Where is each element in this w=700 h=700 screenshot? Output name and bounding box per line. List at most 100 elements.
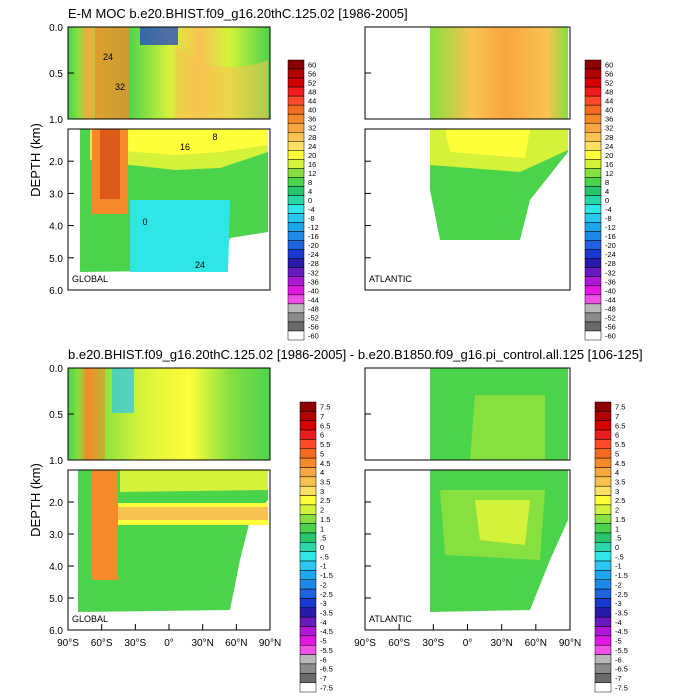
y-tick-label: 0.0 xyxy=(49,364,63,375)
colorbar-label: -3 xyxy=(615,599,622,608)
colorbar-swatch xyxy=(287,249,305,259)
colorbar-swatch xyxy=(584,132,602,142)
colorbar-label: -6.5 xyxy=(320,665,333,674)
colorbar-swatch xyxy=(299,626,317,637)
colorbar-swatch xyxy=(299,523,317,534)
y-tick-label: 6.0 xyxy=(49,626,63,637)
colorbar-label: 5 xyxy=(320,449,324,458)
colorbar-label: -4.5 xyxy=(320,627,333,636)
contour-label: 32 xyxy=(115,82,125,92)
colorbar-swatch xyxy=(594,457,612,468)
colorbar-label: -16 xyxy=(308,232,319,241)
x-tick-label: 60°S xyxy=(388,638,410,649)
colorbar-label: -52 xyxy=(605,313,616,322)
colorbar-swatch xyxy=(299,682,317,693)
colorbar-swatch xyxy=(594,626,612,637)
colorbar-label: 4 xyxy=(605,187,609,196)
y-tick-label: 3.0 xyxy=(49,189,63,200)
colorbar-swatch xyxy=(287,222,305,232)
colorbar-label: 12 xyxy=(605,169,613,178)
colorbar-label: 3 xyxy=(320,487,324,496)
contour-label: 24 xyxy=(103,52,113,62)
colorbar-label: -40 xyxy=(605,286,616,295)
colorbar-swatch xyxy=(594,654,612,665)
colorbar-swatch xyxy=(287,141,305,151)
colorbar-swatch xyxy=(287,303,305,314)
colorbar-swatch xyxy=(299,532,317,543)
colorbar-label: 24 xyxy=(308,142,316,151)
colorbar-swatch xyxy=(584,186,602,196)
colorbar-label: 1 xyxy=(615,524,619,533)
y-tick-label: 1.0 xyxy=(49,456,63,467)
colorbar-swatch xyxy=(287,285,305,296)
colorbar-label: -12 xyxy=(605,223,616,232)
colorbar-swatch xyxy=(584,258,602,268)
colorbar-label: -4.5 xyxy=(615,627,628,636)
colorbar-label: -5.5 xyxy=(320,646,333,655)
y-axis-label: DEPTH (km) xyxy=(28,123,43,197)
colorbar-label: 6.5 xyxy=(615,421,625,430)
y-tick-label: 0.0 xyxy=(49,23,63,34)
colorbar-swatch xyxy=(299,542,317,552)
colorbar-label: 6 xyxy=(320,431,324,440)
colorbar-swatch xyxy=(584,267,602,278)
colorbar-swatch xyxy=(594,644,612,655)
colorbar-label: 20 xyxy=(605,151,613,160)
colorbar-swatch xyxy=(584,122,602,133)
contour-label: 24 xyxy=(195,260,205,270)
colorbar-swatch xyxy=(594,616,612,627)
colorbar-swatch xyxy=(594,467,612,478)
colorbar-label: -3.5 xyxy=(320,608,333,617)
colorbar-label: 1.5 xyxy=(615,515,625,524)
x-tick-label: 90°N xyxy=(259,638,281,649)
colorbar-swatch xyxy=(594,401,612,412)
colorbar-swatch xyxy=(287,122,305,133)
colorbar-label: 32 xyxy=(605,124,613,133)
colorbar-swatch xyxy=(584,159,602,169)
colorbar-label: 52 xyxy=(605,79,613,88)
colorbar-swatch xyxy=(287,68,305,79)
colorbar-swatch xyxy=(299,411,317,421)
y-tick-label: 4.0 xyxy=(49,562,63,573)
colorbar-swatch xyxy=(584,141,602,151)
colorbar-label: -12 xyxy=(308,223,319,232)
colorbar-swatch xyxy=(594,607,612,618)
colorbar-label: 7.5 xyxy=(320,403,330,412)
plot-panel-atlantic-top: ATLANTIC xyxy=(364,26,571,291)
x-tick-label: 0° xyxy=(164,638,174,649)
plot-panel-atlantic-bottom: ATLANTIC xyxy=(364,367,571,631)
colorbar-label: 0 xyxy=(320,543,324,552)
colorbar-label: -24 xyxy=(308,250,319,259)
y-tick-label: 4.0 xyxy=(49,222,63,233)
colorbar-label: 12 xyxy=(308,169,316,178)
colorbar-label: -48 xyxy=(605,304,616,313)
colorbar-swatch xyxy=(287,267,305,278)
colorbar-swatch xyxy=(287,104,305,115)
colorbar-swatch xyxy=(584,222,602,232)
colorbar-label: 44 xyxy=(308,97,316,106)
colorbar-swatch xyxy=(287,204,305,214)
x-tick-label: 0° xyxy=(463,638,473,649)
axes-layer: 0.00.51.02.03.04.05.06.00.00.51.02.03.04… xyxy=(49,23,581,649)
colorbar-label: 4 xyxy=(320,468,324,477)
colorbar-swatch xyxy=(584,177,602,187)
colorbar-label: -44 xyxy=(308,295,319,304)
colorbar-label: -32 xyxy=(605,268,616,277)
colorbar-label: -.5 xyxy=(320,552,329,561)
colorbar-label: -24 xyxy=(605,250,616,259)
colorbar-label: -4 xyxy=(320,618,327,627)
colorbar-label: 24 xyxy=(605,142,613,151)
colorbar-label: 56 xyxy=(605,70,613,79)
colorbar-label: -40 xyxy=(308,286,319,295)
contour-labels: 24 32 16 8 0 24 xyxy=(103,52,218,270)
panel-label-atlantic: ATLANTIC xyxy=(369,274,412,284)
colorbar-swatch xyxy=(594,551,612,562)
colorbar-swatch xyxy=(299,644,317,655)
colorbar-label: -36 xyxy=(605,277,616,286)
colorbar-label: 2.5 xyxy=(615,496,625,505)
colorbar-label: -3.5 xyxy=(615,608,628,617)
colorbar-label: -8 xyxy=(308,214,315,223)
colorbar-swatch xyxy=(287,177,305,187)
colorbar-swatch xyxy=(594,504,612,515)
